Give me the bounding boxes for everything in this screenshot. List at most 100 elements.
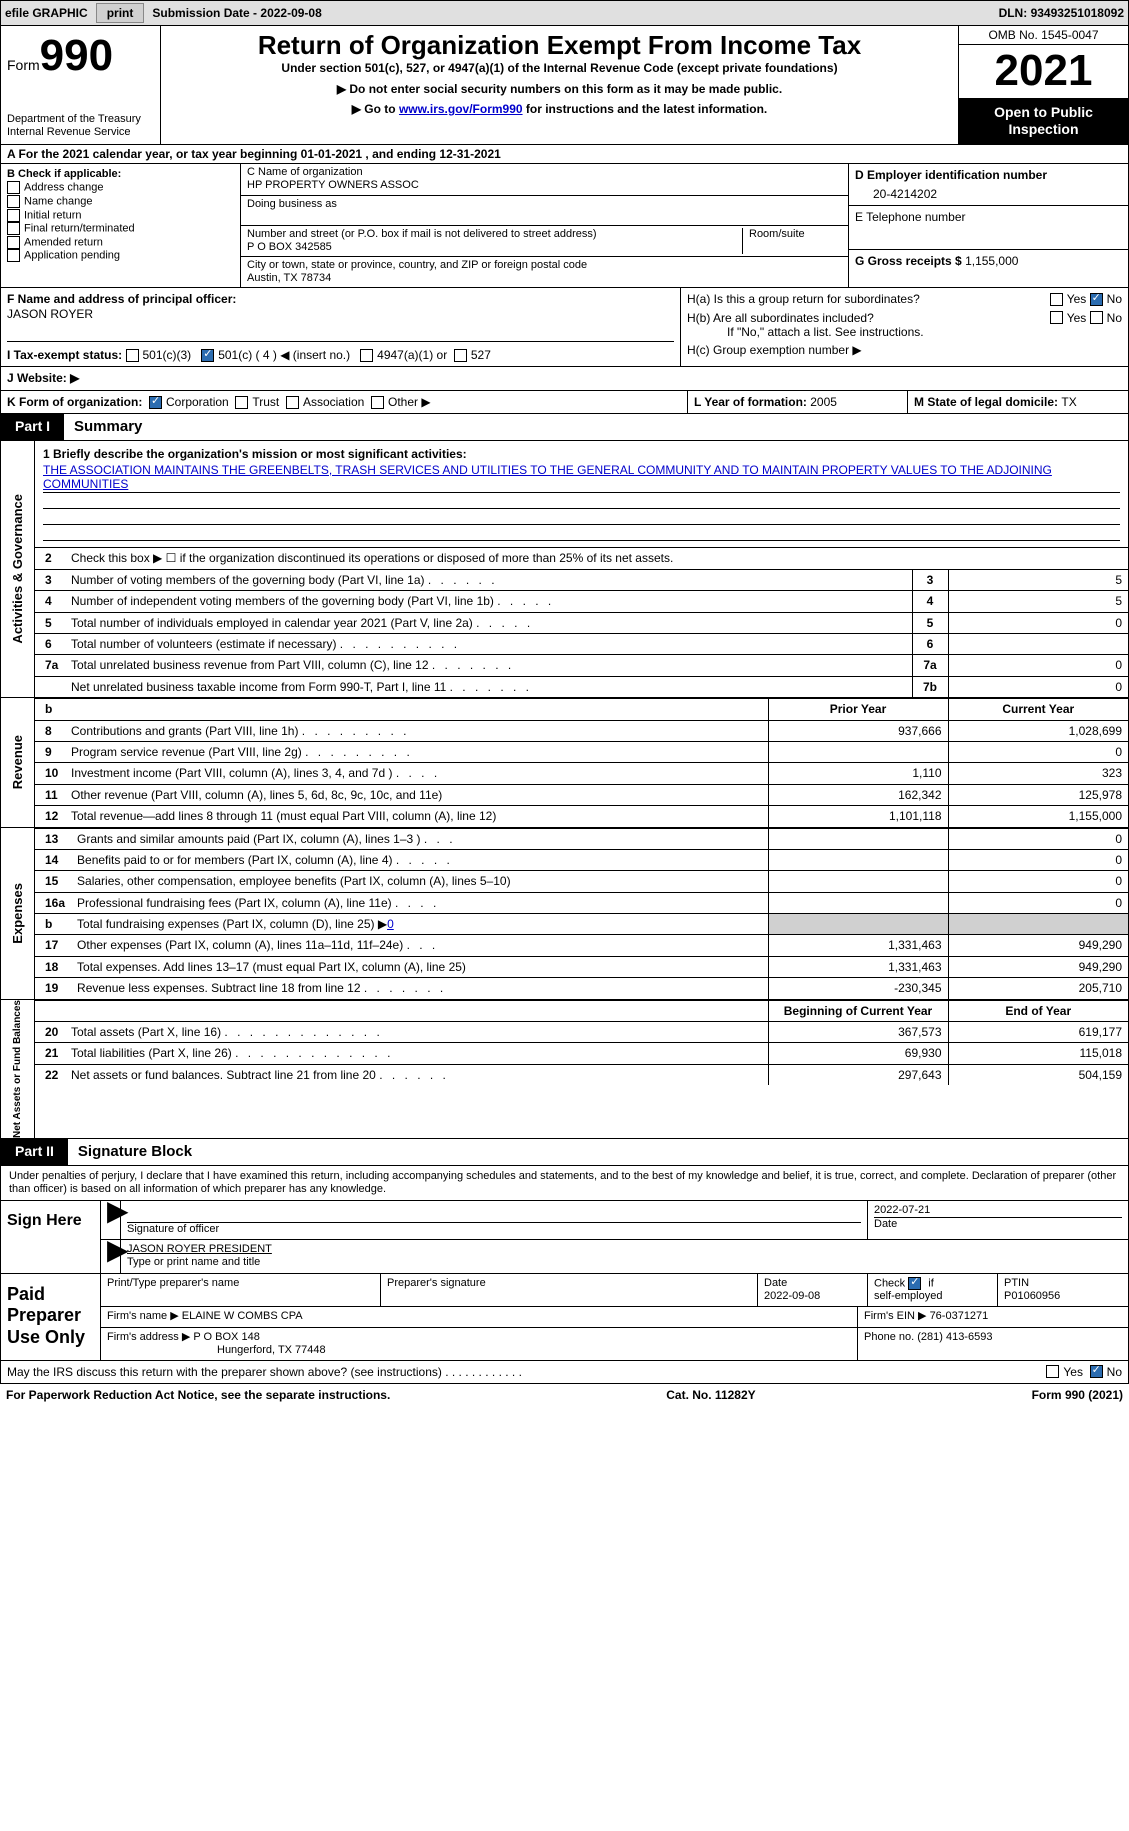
- p12: 1,101,118: [768, 806, 948, 827]
- h-a-label: H(a) Is this a group return for subordin…: [687, 292, 1050, 306]
- officer-name-title: JASON ROYER PRESIDENT: [127, 1243, 1122, 1256]
- line19: Revenue less expenses. Subtract line 18 …: [71, 978, 768, 999]
- activities-label: Activities & Governance: [1, 441, 35, 697]
- header-right: OMB No. 1545-0047 2021 Open to Public In…: [958, 26, 1128, 144]
- sig-date-val: 2022-07-21: [874, 1204, 1122, 1217]
- discuss-no: No: [1107, 1365, 1122, 1379]
- opt-assoc: Association: [303, 395, 364, 409]
- check-4947[interactable]: [360, 349, 373, 362]
- netassets-section: Net Assets or Fund Balances Beginning of…: [0, 1000, 1129, 1139]
- check-address-change[interactable]: [7, 181, 20, 194]
- mission-block: 1 Briefly describe the organization's mi…: [35, 441, 1128, 547]
- opt-amended: Amended return: [24, 236, 103, 248]
- check-discuss-yes[interactable]: [1046, 1365, 1059, 1378]
- opt-initial-return: Initial return: [24, 209, 81, 221]
- sub-date-val: 2022-09-08: [260, 6, 321, 20]
- expenses-label: Expenses: [1, 828, 35, 999]
- dept-label: Department of the Treasury Internal Reve…: [7, 113, 154, 139]
- check-ha-no[interactable]: [1090, 293, 1103, 306]
- prep-date-val: 2022-09-08: [764, 1290, 820, 1302]
- form-title: Return of Organization Exempt From Incom…: [169, 30, 950, 61]
- line8: Contributions and grants (Part VIII, lin…: [65, 720, 768, 741]
- ha-yes: Yes: [1067, 292, 1087, 306]
- print-button[interactable]: print: [96, 3, 145, 23]
- p17: 1,331,463: [768, 935, 948, 956]
- line16a: Professional fundraising fees (Part IX, …: [71, 892, 768, 913]
- check-501c[interactable]: [201, 349, 214, 362]
- sig-officer-label: Signature of officer: [127, 1222, 861, 1236]
- check-amended[interactable]: [7, 236, 20, 249]
- omb-number: OMB No. 1545-0047: [959, 26, 1128, 45]
- check-other[interactable]: [371, 396, 384, 409]
- p16a: [768, 892, 948, 913]
- footer-left: For Paperwork Reduction Act Notice, see …: [6, 1388, 390, 1402]
- warn2-pre: ▶ Go to: [352, 102, 399, 116]
- part2-title: Signature Block: [68, 1139, 202, 1165]
- line5: Total number of individuals employed in …: [65, 612, 912, 633]
- col-h: H(a) Is this a group return for subordin…: [681, 288, 1128, 366]
- dln-lbl: DLN:: [999, 6, 1031, 20]
- check-501c3[interactable]: [126, 349, 139, 362]
- topbar: efile GRAPHIC print Submission Date - 20…: [0, 0, 1129, 26]
- dln-val: 93493251018092: [1031, 6, 1124, 20]
- b21: 69,930: [768, 1043, 948, 1064]
- signature-section: Under penalties of perjury, I declare th…: [0, 1166, 1129, 1361]
- check-ha-yes[interactable]: [1050, 293, 1063, 306]
- check-trust[interactable]: [235, 396, 248, 409]
- check-corp[interactable]: [149, 396, 162, 409]
- cal-end: 12-31-2021: [439, 147, 500, 161]
- part1-tab: Part I: [1, 414, 64, 440]
- c-name-label: C Name of organization: [247, 166, 842, 179]
- opt-final-return: Final return/terminated: [24, 223, 135, 235]
- header-center: Return of Organization Exempt From Incom…: [161, 26, 958, 144]
- mission-blank1: [43, 493, 1120, 509]
- revenue-label: Revenue: [1, 698, 35, 826]
- hdr-current: Current Year: [948, 699, 1128, 720]
- check-initial-return[interactable]: [7, 209, 20, 222]
- check-discuss-no[interactable]: [1090, 1365, 1103, 1378]
- check-hb-yes[interactable]: [1050, 311, 1063, 324]
- check-final-return[interactable]: [7, 222, 20, 235]
- gross-label: G Gross receipts $: [855, 254, 965, 268]
- form-number: 990: [40, 31, 113, 80]
- calendar-year-row: A For the 2021 calendar year, or tax yea…: [0, 145, 1129, 164]
- b20: 367,573: [768, 1022, 948, 1043]
- check-assoc[interactable]: [286, 396, 299, 409]
- mission-blank2: [43, 509, 1120, 525]
- opt-corp: Corporation: [166, 395, 229, 409]
- c18: 949,290: [948, 956, 1128, 977]
- cal-begin: 01-01-2021: [301, 147, 362, 161]
- irs-link[interactable]: www.irs.gov/Form990: [399, 102, 523, 116]
- check-name-change[interactable]: [7, 195, 20, 208]
- val4: 5: [948, 591, 1128, 612]
- firm-ein-label: Firm's EIN ▶: [864, 1310, 930, 1322]
- name-title-label: Type or print name and title: [127, 1256, 1122, 1269]
- self-employed-cell: Check ifself-employed: [868, 1274, 998, 1307]
- check-self-employed[interactable]: [908, 1277, 921, 1290]
- check-app-pending[interactable]: [7, 249, 20, 262]
- b-label: B Check if applicable:: [7, 168, 234, 181]
- line6: Total number of volunteers (estimate if …: [65, 633, 912, 654]
- netassets-label: Net Assets or Fund Balances: [1, 1000, 35, 1138]
- ptin-label: PTIN: [1004, 1277, 1029, 1289]
- c10: 323: [948, 763, 1128, 784]
- dln: DLN: 93493251018092: [999, 6, 1124, 20]
- revenue-section: Revenue bPrior YearCurrent Year 8Contrib…: [0, 698, 1129, 827]
- sig-date-label: Date: [874, 1217, 1122, 1231]
- check-hb-no[interactable]: [1090, 311, 1103, 324]
- col-f: F Name and address of principal officer:…: [1, 288, 681, 366]
- netassets-label-text: Net Assets or Fund Balances: [12, 1000, 24, 1138]
- c17: 949,290: [948, 935, 1128, 956]
- line2: Check this box ▶ ☐ if the organization d…: [65, 548, 1128, 569]
- form-page: efile GRAPHIC print Submission Date - 20…: [0, 0, 1129, 1407]
- c12: 1,155,000: [948, 806, 1128, 827]
- val6: [948, 633, 1128, 654]
- revenue-table: bPrior YearCurrent Year 8Contributions a…: [35, 698, 1128, 826]
- p8: 937,666: [768, 720, 948, 741]
- expenses-label-text: Expenses: [10, 883, 26, 944]
- warn2-post: for instructions and the latest informat…: [523, 102, 768, 116]
- check-527[interactable]: [454, 349, 467, 362]
- i-label: I Tax-exempt status:: [7, 348, 122, 362]
- website-row: J Website: ▶: [0, 367, 1129, 390]
- hb-yes: Yes: [1067, 311, 1087, 325]
